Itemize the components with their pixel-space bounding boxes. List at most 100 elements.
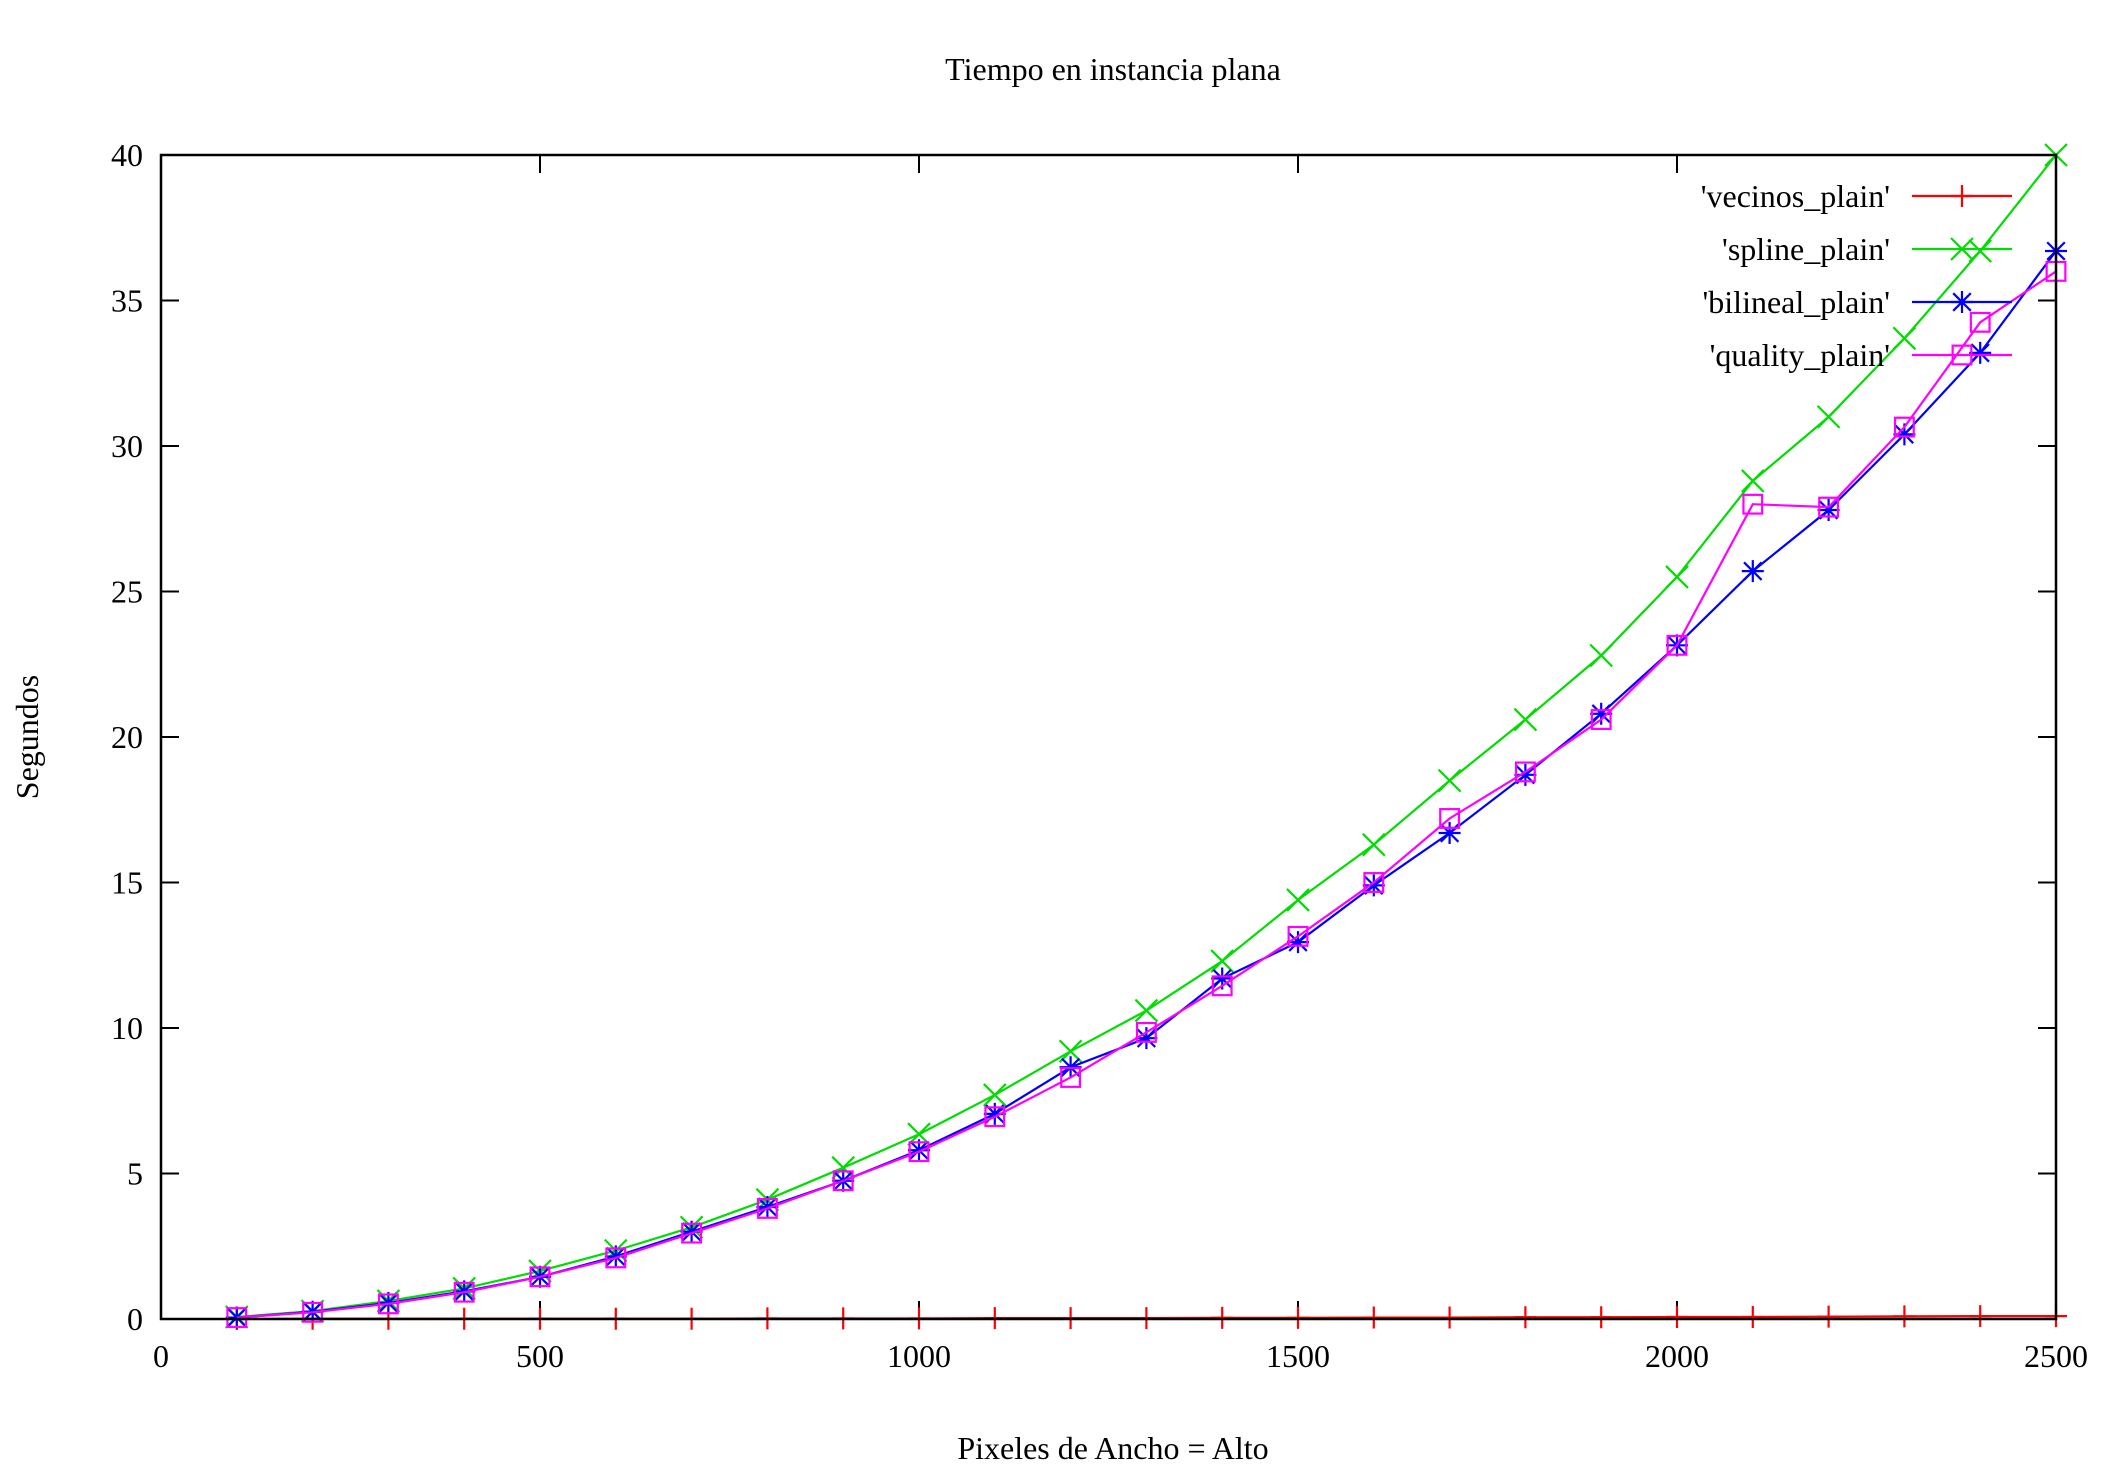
data-point bbox=[1287, 925, 1309, 947]
y-tick-label: 0 bbox=[127, 1301, 143, 1337]
series-0 bbox=[225, 1305, 2067, 1330]
data-point bbox=[605, 1247, 627, 1269]
data-point bbox=[1363, 872, 1385, 893]
data-point bbox=[1816, 405, 1841, 429]
x-axis-label: Pixeles de Ancho = Alto bbox=[957, 1430, 1268, 1466]
data-point bbox=[908, 1139, 930, 1162]
data-point bbox=[1590, 702, 1613, 725]
y-tick-label: 30 bbox=[111, 428, 143, 464]
data-point bbox=[1514, 761, 1536, 783]
series-2 bbox=[225, 240, 2067, 1329]
data-point bbox=[1438, 822, 1461, 845]
data-point bbox=[1135, 1027, 1158, 1050]
data-point bbox=[1742, 493, 1764, 515]
series-1 bbox=[225, 143, 2068, 1329]
data-point bbox=[1969, 311, 1991, 333]
data-point bbox=[529, 1266, 551, 1288]
plot-frame bbox=[159, 153, 2058, 1321]
data-point bbox=[226, 1307, 248, 1328]
x-tick-label: 1000 bbox=[887, 1338, 951, 1374]
data-point bbox=[1287, 931, 1309, 954]
y-tick-label: 10 bbox=[111, 1010, 143, 1046]
y-axis-label: Segundos bbox=[9, 675, 45, 799]
x-tick-label: 500 bbox=[516, 1338, 564, 1374]
legend-marker bbox=[1951, 185, 1973, 207]
data-point bbox=[756, 1195, 779, 1218]
data-point bbox=[983, 1102, 1006, 1125]
data-point bbox=[1438, 1306, 1461, 1329]
data-point bbox=[832, 1170, 854, 1192]
y-tick-label: 20 bbox=[111, 719, 143, 755]
data-point bbox=[1362, 832, 1386, 857]
data-point bbox=[1362, 874, 1385, 897]
series-line bbox=[236, 154, 2057, 1319]
y-tick-label: 40 bbox=[111, 137, 143, 173]
legend-marker bbox=[1951, 344, 1973, 366]
data-point bbox=[1286, 888, 1310, 912]
series-layer bbox=[225, 143, 2068, 1330]
x-tick-label: 2000 bbox=[1645, 1338, 1709, 1374]
series-line bbox=[236, 250, 2057, 1319]
legend-label: 'quality_plain' bbox=[1710, 337, 1890, 373]
data-point bbox=[225, 1306, 248, 1329]
data-point bbox=[1514, 1306, 1537, 1329]
data-point bbox=[908, 1141, 930, 1163]
data-point bbox=[681, 1222, 703, 1244]
legend-entry: 'spline_plain' bbox=[1722, 231, 2012, 267]
chart-title: Tiempo en instancia plana bbox=[945, 51, 1281, 87]
data-point bbox=[1439, 808, 1461, 829]
data-point bbox=[1892, 326, 1917, 351]
data-point bbox=[983, 1083, 1007, 1107]
data-point bbox=[1210, 949, 1234, 973]
data-point bbox=[1741, 560, 1764, 583]
legend-label: 'spline_plain' bbox=[1722, 231, 1890, 267]
data-point bbox=[1817, 1305, 1840, 1328]
legend: 'vecinos_plain' 'spline_plain' 'bilineal_p… bbox=[1701, 178, 2012, 373]
data-point bbox=[1437, 768, 1462, 793]
data-point bbox=[1666, 634, 1688, 656]
y-tick-label: 15 bbox=[111, 865, 143, 901]
data-point bbox=[1893, 416, 1915, 438]
data-point bbox=[302, 1301, 324, 1323]
data-point bbox=[1818, 496, 1840, 518]
legend-marker bbox=[1951, 291, 1973, 313]
data-point bbox=[453, 1281, 475, 1303]
data-point bbox=[1060, 1067, 1082, 1088]
x-tick-label: 2500 bbox=[2024, 1338, 2088, 1374]
x-tick-label: 1500 bbox=[1266, 1338, 1330, 1374]
data-point bbox=[1969, 341, 1992, 364]
series-line bbox=[236, 270, 2057, 1319]
legend-marker bbox=[1950, 237, 1974, 261]
x-tick-label: 0 bbox=[153, 1338, 169, 1374]
data-point bbox=[1211, 975, 1233, 997]
data-point bbox=[604, 1245, 627, 1268]
legend-entry: 'vecinos_plain' bbox=[1701, 178, 2012, 214]
data-point bbox=[1665, 565, 1689, 589]
y-tick-label: 35 bbox=[111, 283, 143, 319]
series-3 bbox=[226, 260, 2067, 1328]
data-point bbox=[1590, 709, 1612, 730]
y-tick-label: 5 bbox=[127, 1156, 143, 1192]
data-point bbox=[831, 1155, 855, 1180]
data-point bbox=[1893, 1305, 1916, 1328]
data-point bbox=[377, 1293, 399, 1315]
legend-label: 'vecinos_plain' bbox=[1701, 178, 1890, 214]
data-point bbox=[1741, 1305, 1764, 1328]
data-point bbox=[1741, 469, 1765, 493]
data-point bbox=[1666, 1305, 1688, 1328]
data-point bbox=[1590, 1306, 1613, 1329]
data-point bbox=[1514, 763, 1537, 786]
data-point bbox=[1969, 1305, 1992, 1328]
data-point bbox=[680, 1220, 703, 1243]
y-tick-label: 25 bbox=[111, 574, 143, 610]
axis-ticks: 0 500 1000 1500 2000 2500 0 5 10 15 20 25 30 35 40 bbox=[111, 137, 2088, 1374]
data-point bbox=[1589, 643, 1613, 668]
data-point bbox=[1135, 1021, 1157, 1043]
data-point bbox=[1817, 499, 1840, 522]
data-point bbox=[1362, 1306, 1385, 1329]
data-point bbox=[756, 1197, 778, 1219]
data-point bbox=[1513, 707, 1538, 732]
data-point bbox=[1893, 423, 1916, 446]
data-point bbox=[984, 1106, 1006, 1128]
